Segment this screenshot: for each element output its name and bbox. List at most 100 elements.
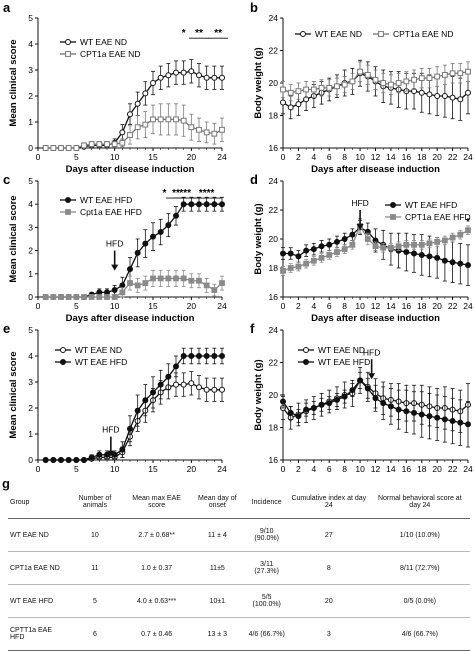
legend-label: CPT1a EAE ND [80,49,140,59]
data-point [180,69,187,76]
significance-stars: ** [214,28,222,39]
data-point [73,294,80,300]
data-point [411,409,418,416]
x-tick-label: 8 [342,301,347,311]
data-point [333,238,340,245]
x-tick-label: 16 [402,464,412,474]
data-point [142,280,149,286]
data-point [395,80,402,86]
data-point [50,457,57,463]
panel-letter-b: b [250,0,258,15]
data-point [203,386,210,393]
data-point [188,68,195,75]
panel-letter-e: e [3,321,10,336]
data-point [142,397,149,404]
data-point [211,287,218,293]
cell-animals: 5 [65,584,124,618]
data-point [341,81,348,88]
data-point [134,282,141,289]
y-tick-label: 2 [28,246,33,256]
legend-marker [303,347,309,353]
data-point [318,84,325,91]
data-point [364,236,371,242]
data-point [426,91,433,98]
x-tick-label: 10 [110,464,120,474]
x-axis-title: Days after disease induction [311,164,440,175]
x-tick-label: 8 [342,152,347,162]
table-header-row: Group Number of animals Mean max EAE sco… [8,486,470,519]
data-point [127,111,133,118]
x-tick-label: 0 [281,464,286,474]
cell-normal: 8/11 (72.7%) [369,551,470,585]
data-point [219,353,225,359]
legend-label: Cpt1a EAE HFD [80,207,142,217]
data-point [287,265,294,271]
x-tick-label: 20 [187,464,197,474]
data-point [203,282,210,289]
data-point [426,413,433,420]
legend-label: WT EAE HFD [318,357,370,367]
legend-marker [378,31,384,37]
x-tick-label: 16 [402,301,412,311]
header-animals: Number of animals [65,486,124,519]
data-point [65,145,72,151]
data-point [111,451,118,458]
data-point [372,243,379,250]
significance-stars: * [466,217,470,228]
cell-cumulative: 27 [288,518,370,552]
y-tick-label: 18 [269,263,279,273]
data-point [418,411,425,418]
data-point [388,244,394,251]
cell-max-score: 1.0 ± 0.37 [123,551,190,585]
data-point [341,393,348,400]
legend-marker [390,214,396,220]
panel-g: g Group Number of animals Mean max EAE s… [0,476,474,651]
data-point [426,253,433,260]
header-group: Group [8,486,66,519]
data-point [104,451,110,458]
data-point [165,275,172,282]
series-1 [42,347,225,463]
data-point [387,403,394,410]
data-point [196,353,202,359]
x-tick-label: 12 [371,152,381,162]
y-tick-label: 0 [28,455,33,465]
cell-max-score: 2.7 ± 0.68** [123,518,190,552]
y-axis-title: Mean clinical score [8,39,19,126]
data-point [457,70,464,77]
data-point [104,141,110,147]
data-point [157,74,164,81]
x-tick-label: 2 [296,464,301,474]
data-point [318,254,325,261]
y-tick-label: 24 [269,176,279,186]
data-point [173,381,179,388]
x-tick-label: 20 [432,152,442,162]
hfd-annotation: HFD [106,239,123,249]
data-point [150,275,156,282]
data-point [303,406,310,413]
data-point [157,229,164,236]
series-1 [280,218,471,276]
hfd-arrow-head [368,373,376,380]
data-point [280,99,286,106]
data-point [219,74,225,81]
legend-marker [303,359,309,365]
y-tick-label: 22 [269,205,279,215]
data-point [96,141,103,147]
y-tick-label: 22 [269,358,279,368]
data-point [50,294,57,300]
legend-label: CPT1a EAE ND [393,29,453,39]
data-point [73,457,80,463]
y-tick-label: 0 [28,292,33,302]
x-tick-label: 8 [342,464,347,474]
data-point [441,93,448,99]
y-tick-label: 18 [269,111,279,121]
cell-group: CPTT1a EAE HFD [8,617,66,651]
data-point [380,80,387,86]
x-tick-label: 24 [463,464,473,474]
data-point [180,201,187,208]
data-point [418,251,425,258]
data-point [280,250,286,257]
